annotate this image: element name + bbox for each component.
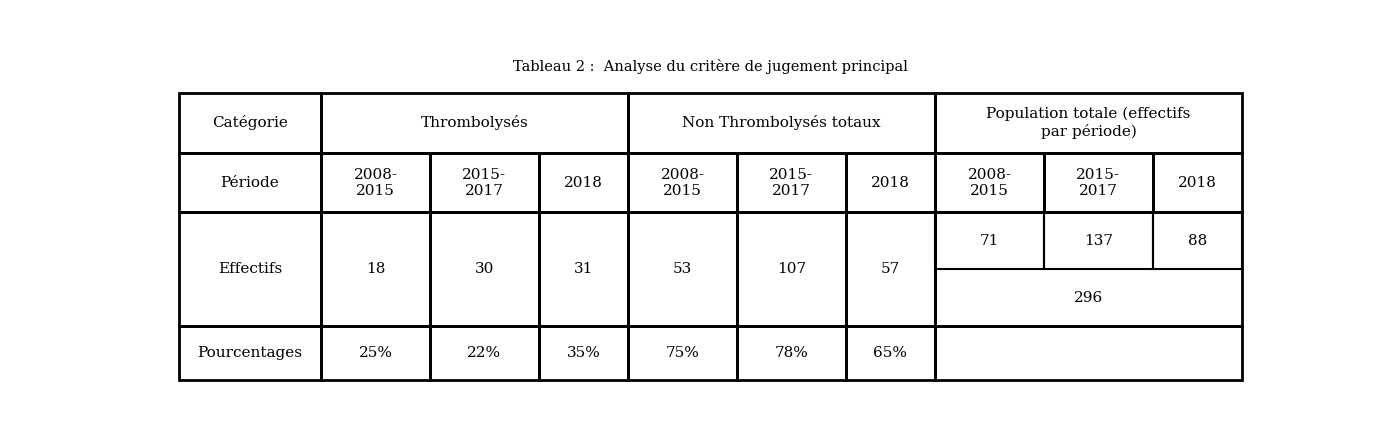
Bar bbox=[737, 212, 845, 326]
Bar bbox=[936, 212, 1242, 326]
Bar bbox=[179, 153, 322, 212]
Text: Tableau 2 :  Analyse du critère de jugement principal: Tableau 2 : Analyse du critère de jugeme… bbox=[513, 59, 908, 74]
Text: 2015-
2017: 2015- 2017 bbox=[1077, 167, 1120, 198]
Text: 65%: 65% bbox=[873, 346, 908, 360]
Bar bbox=[179, 212, 322, 326]
Bar bbox=[737, 153, 845, 212]
Text: 2015-
2017: 2015- 2017 bbox=[463, 167, 506, 198]
Bar bbox=[179, 93, 322, 153]
Text: 2015-
2017: 2015- 2017 bbox=[769, 167, 814, 198]
Text: 31: 31 bbox=[574, 262, 593, 276]
Text: Non Thrombolysés totaux: Non Thrombolysés totaux bbox=[682, 115, 881, 131]
Bar bbox=[322, 93, 628, 153]
Bar bbox=[936, 93, 1242, 153]
Bar bbox=[430, 212, 539, 326]
Bar bbox=[628, 153, 737, 212]
Text: Effectifs: Effectifs bbox=[218, 262, 281, 276]
Text: Catégorie: Catégorie bbox=[212, 115, 288, 131]
Text: 2008-
2015: 2008- 2015 bbox=[661, 167, 704, 198]
Text: 2008-
2015: 2008- 2015 bbox=[967, 167, 1012, 198]
Text: 2018: 2018 bbox=[870, 176, 909, 190]
Bar bbox=[179, 326, 322, 380]
Bar bbox=[737, 326, 845, 380]
Bar bbox=[936, 212, 1044, 269]
Text: 88: 88 bbox=[1188, 234, 1207, 248]
Text: 107: 107 bbox=[776, 262, 807, 276]
Bar bbox=[1044, 153, 1153, 212]
Bar bbox=[322, 326, 430, 380]
Text: 57: 57 bbox=[881, 262, 900, 276]
Text: 18: 18 bbox=[366, 262, 385, 276]
Bar bbox=[1153, 212, 1242, 269]
Bar bbox=[936, 326, 1242, 380]
Bar bbox=[628, 93, 936, 153]
Text: Pourcentages: Pourcentages bbox=[197, 346, 302, 360]
Text: 35%: 35% bbox=[567, 346, 600, 360]
Text: 25%: 25% bbox=[359, 346, 392, 360]
Bar bbox=[322, 153, 430, 212]
Bar bbox=[845, 212, 936, 326]
Text: 22%: 22% bbox=[467, 346, 502, 360]
Text: 137: 137 bbox=[1084, 234, 1113, 248]
Bar bbox=[539, 153, 628, 212]
Bar bbox=[936, 153, 1044, 212]
Text: 78%: 78% bbox=[775, 346, 808, 360]
Bar bbox=[628, 326, 737, 380]
Bar bbox=[322, 212, 430, 326]
Bar bbox=[430, 326, 539, 380]
Bar bbox=[628, 212, 737, 326]
Bar bbox=[1044, 212, 1153, 269]
Text: 2008-
2015: 2008- 2015 bbox=[353, 167, 398, 198]
Text: 30: 30 bbox=[475, 262, 493, 276]
Bar bbox=[845, 153, 936, 212]
Text: 2018: 2018 bbox=[1178, 176, 1217, 190]
Bar bbox=[1153, 153, 1242, 212]
Bar bbox=[539, 326, 628, 380]
Text: 71: 71 bbox=[980, 234, 999, 248]
Bar bbox=[845, 326, 936, 380]
Text: 2018: 2018 bbox=[564, 176, 603, 190]
Text: 75%: 75% bbox=[665, 346, 700, 360]
Text: Thrombolysés: Thrombolysés bbox=[420, 115, 528, 131]
Bar bbox=[539, 212, 628, 326]
Text: Période: Période bbox=[220, 176, 279, 190]
Text: Population totale (effectifs
par période): Population totale (effectifs par période… bbox=[987, 107, 1191, 139]
Text: 53: 53 bbox=[672, 262, 692, 276]
Bar bbox=[430, 153, 539, 212]
Text: 296: 296 bbox=[1074, 290, 1103, 304]
